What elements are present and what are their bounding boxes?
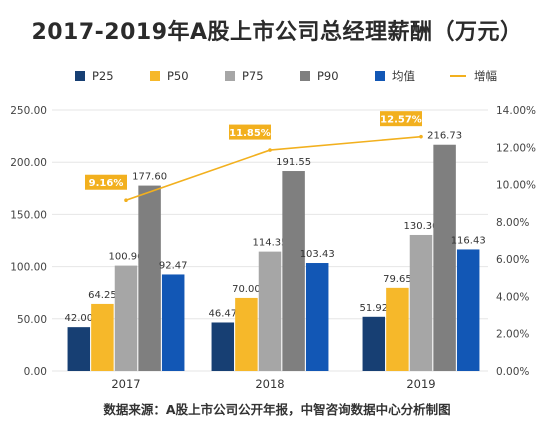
bar-P75-2019 xyxy=(409,234,433,371)
legend-label: 增幅 xyxy=(474,69,497,83)
bar-P90-2018 xyxy=(282,171,305,371)
bar-P90-2019 xyxy=(433,144,456,371)
bar-P25-2019 xyxy=(362,316,386,371)
growth-label-box xyxy=(380,111,422,127)
chart-source-note: 数据来源：A股上市公司公开年报，中智咨询数据中心分析制图 xyxy=(103,402,451,417)
x-tick-label: 2019 xyxy=(406,377,435,391)
bar-value-label: 64.25 xyxy=(88,290,117,301)
bar-value-label: 114.35 xyxy=(253,238,288,249)
growth-value-label: 9.16% xyxy=(89,178,124,189)
growth-label-box xyxy=(229,124,271,140)
bar-value-label: 51.92 xyxy=(359,303,388,314)
bar-P50-2017 xyxy=(91,303,114,371)
legend-swatch xyxy=(375,71,385,81)
legend-label: P75 xyxy=(242,69,264,83)
bar-P50-2018 xyxy=(235,297,258,371)
bar-value-label: 42.00 xyxy=(64,313,93,324)
growth-label-box xyxy=(85,174,127,190)
growth-line xyxy=(125,135,422,201)
chart-title: 2017-2019年A股上市公司总经理薪酬（万元） xyxy=(31,20,523,45)
legend-swatch xyxy=(225,71,235,81)
x-tick-label: 2017 xyxy=(111,377,140,391)
bar-value-label: 130.30 xyxy=(404,221,439,232)
y-left-tick-label: 0.00 xyxy=(24,366,47,378)
growth-point xyxy=(268,148,272,152)
legend-label: 均值 xyxy=(392,69,415,83)
bar-value-label: 100.96 xyxy=(109,252,144,263)
bar-value-label: 46.47 xyxy=(208,308,237,319)
bar-value-label: 103.43 xyxy=(300,249,335,260)
y-left-tick-label: 250.00 xyxy=(10,105,47,117)
growth-point xyxy=(419,134,423,139)
legend-label: P25 xyxy=(92,69,114,83)
legend-swatch xyxy=(300,71,310,81)
bar-value-label: 216.73 xyxy=(427,131,462,142)
bar-P25-2017 xyxy=(67,327,91,371)
legend-label: P50 xyxy=(167,69,189,83)
bar-value-label: 191.55 xyxy=(276,157,311,168)
growth-point xyxy=(124,198,128,203)
bar-P75-2018 xyxy=(258,251,282,371)
y-left-tick-label: 50.00 xyxy=(17,314,47,326)
growth-value-label: 11.85% xyxy=(229,128,271,139)
y-right-tick-label: 8.00% xyxy=(496,217,529,229)
bar-均值-2017 xyxy=(161,274,185,371)
bar-P75-2017 xyxy=(114,265,138,371)
y-right-tick-label: 14.00% xyxy=(496,105,536,117)
legend-swatch xyxy=(75,71,85,81)
bar-value-label: 92.47 xyxy=(159,260,188,271)
y-left-tick-label: 150.00 xyxy=(10,209,47,221)
bar-均值-2019 xyxy=(456,249,480,371)
y-left-tick-label: 200.00 xyxy=(10,157,47,169)
y-right-tick-label: 6.00% xyxy=(496,254,529,266)
y-right-tick-label: 0.00% xyxy=(496,366,529,378)
legend-swatch xyxy=(150,71,160,81)
bar-value-label: 177.60 xyxy=(132,172,167,183)
bar-均值-2018 xyxy=(305,263,329,371)
bar-P50-2019 xyxy=(386,287,409,371)
bar-value-label: 116.43 xyxy=(451,235,486,246)
bar-P25-2018 xyxy=(211,322,235,371)
y-left-tick-label: 100.00 xyxy=(10,262,47,274)
bar-P90-2017 xyxy=(138,185,161,371)
x-tick-label: 2018 xyxy=(255,377,284,391)
legend-label: P90 xyxy=(317,69,339,83)
y-right-tick-label: 2.00% xyxy=(496,329,529,341)
growth-value-label: 12.57% xyxy=(380,115,422,126)
bar-value-label: 79.65 xyxy=(383,274,412,285)
bar-value-label: 70.00 xyxy=(232,284,261,295)
y-right-tick-label: 4.00% xyxy=(496,291,529,303)
y-right-tick-label: 10.00% xyxy=(496,180,536,192)
y-right-tick-label: 12.00% xyxy=(496,142,536,154)
